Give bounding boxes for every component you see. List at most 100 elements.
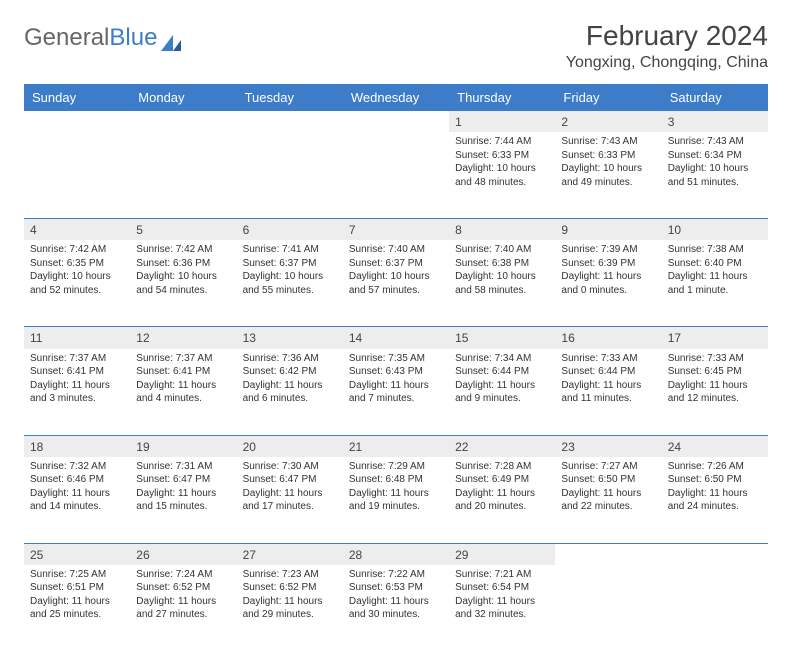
daylight-text: Daylight: 11 hours and 4 minutes. [136, 379, 230, 406]
weekday-header: Sunday [24, 84, 130, 111]
sunrise-text: Sunrise: 7:42 AM [30, 243, 124, 257]
daylight-text: Daylight: 11 hours and 32 minutes. [455, 595, 549, 622]
sunrise-text: Sunrise: 7:44 AM [455, 135, 549, 149]
calendar-table: Sunday Monday Tuesday Wednesday Thursday… [24, 84, 768, 651]
sunrise-text: Sunrise: 7:42 AM [136, 243, 230, 257]
day-cell: Sunrise: 7:42 AMSunset: 6:35 PMDaylight:… [24, 240, 130, 327]
day-number-cell: 27 [237, 543, 343, 565]
day-cell: Sunrise: 7:39 AMSunset: 6:39 PMDaylight:… [555, 240, 661, 327]
day-number-cell: 2 [555, 111, 661, 132]
sunrise-text: Sunrise: 7:43 AM [561, 135, 655, 149]
daylight-text: Daylight: 11 hours and 3 minutes. [30, 379, 124, 406]
sunrise-text: Sunrise: 7:43 AM [668, 135, 762, 149]
day-number-cell: 1 [449, 111, 555, 132]
day-number-cell: 26 [130, 543, 236, 565]
day-number-row: 11121314151617 [24, 327, 768, 349]
day-number-cell: 17 [662, 327, 768, 349]
weekday-header: Wednesday [343, 84, 449, 111]
sunrise-text: Sunrise: 7:30 AM [243, 460, 337, 474]
sunrise-text: Sunrise: 7:24 AM [136, 568, 230, 582]
sunset-text: Sunset: 6:52 PM [243, 581, 337, 595]
day-number-cell: 20 [237, 435, 343, 457]
day-number-cell: 9 [555, 219, 661, 241]
day-cell [555, 565, 661, 651]
day-number-cell: 22 [449, 435, 555, 457]
day-number-cell: 18 [24, 435, 130, 457]
sunset-text: Sunset: 6:33 PM [561, 149, 655, 163]
day-number-cell: 25 [24, 543, 130, 565]
day-number-cell: 21 [343, 435, 449, 457]
day-cell: Sunrise: 7:28 AMSunset: 6:49 PMDaylight:… [449, 457, 555, 544]
day-number-cell: 23 [555, 435, 661, 457]
sunset-text: Sunset: 6:35 PM [30, 257, 124, 271]
day-cell [662, 565, 768, 651]
sunset-text: Sunset: 6:41 PM [30, 365, 124, 379]
sunrise-text: Sunrise: 7:29 AM [349, 460, 443, 474]
logo: GeneralBlue [24, 20, 181, 52]
sunset-text: Sunset: 6:48 PM [349, 473, 443, 487]
day-cell: Sunrise: 7:40 AMSunset: 6:38 PMDaylight:… [449, 240, 555, 327]
day-cell: Sunrise: 7:30 AMSunset: 6:47 PMDaylight:… [237, 457, 343, 544]
sunset-text: Sunset: 6:37 PM [243, 257, 337, 271]
day-number-cell: 16 [555, 327, 661, 349]
sunset-text: Sunset: 6:41 PM [136, 365, 230, 379]
day-body-row: Sunrise: 7:42 AMSunset: 6:35 PMDaylight:… [24, 240, 768, 327]
day-number-cell: 3 [662, 111, 768, 132]
sunset-text: Sunset: 6:43 PM [349, 365, 443, 379]
day-number-cell: 24 [662, 435, 768, 457]
sunrise-text: Sunrise: 7:39 AM [561, 243, 655, 257]
sunrise-text: Sunrise: 7:23 AM [243, 568, 337, 582]
day-number-cell: 19 [130, 435, 236, 457]
header: GeneralBlue February 2024 Yongxing, Chon… [24, 20, 768, 72]
day-number-cell: 4 [24, 219, 130, 241]
day-body-row: Sunrise: 7:32 AMSunset: 6:46 PMDaylight:… [24, 457, 768, 544]
day-number-cell: 5 [130, 219, 236, 241]
day-cell: Sunrise: 7:35 AMSunset: 6:43 PMDaylight:… [343, 349, 449, 436]
day-number-cell: 11 [24, 327, 130, 349]
sunset-text: Sunset: 6:38 PM [455, 257, 549, 271]
day-cell: Sunrise: 7:25 AMSunset: 6:51 PMDaylight:… [24, 565, 130, 651]
day-cell: Sunrise: 7:41 AMSunset: 6:37 PMDaylight:… [237, 240, 343, 327]
day-cell: Sunrise: 7:33 AMSunset: 6:44 PMDaylight:… [555, 349, 661, 436]
sunset-text: Sunset: 6:39 PM [561, 257, 655, 271]
day-cell: Sunrise: 7:24 AMSunset: 6:52 PMDaylight:… [130, 565, 236, 651]
day-cell: Sunrise: 7:32 AMSunset: 6:46 PMDaylight:… [24, 457, 130, 544]
sunrise-text: Sunrise: 7:25 AM [30, 568, 124, 582]
day-cell: Sunrise: 7:23 AMSunset: 6:52 PMDaylight:… [237, 565, 343, 651]
day-cell: Sunrise: 7:22 AMSunset: 6:53 PMDaylight:… [343, 565, 449, 651]
day-number-cell [130, 111, 236, 132]
sunset-text: Sunset: 6:34 PM [668, 149, 762, 163]
day-number-cell: 10 [662, 219, 768, 241]
sunset-text: Sunset: 6:50 PM [561, 473, 655, 487]
daylight-text: Daylight: 11 hours and 27 minutes. [136, 595, 230, 622]
sunrise-text: Sunrise: 7:35 AM [349, 352, 443, 366]
daylight-text: Daylight: 10 hours and 52 minutes. [30, 270, 124, 297]
sunset-text: Sunset: 6:36 PM [136, 257, 230, 271]
sunrise-text: Sunrise: 7:41 AM [243, 243, 337, 257]
day-cell: Sunrise: 7:29 AMSunset: 6:48 PMDaylight:… [343, 457, 449, 544]
day-cell: Sunrise: 7:42 AMSunset: 6:36 PMDaylight:… [130, 240, 236, 327]
sunrise-text: Sunrise: 7:33 AM [561, 352, 655, 366]
day-body-row: Sunrise: 7:37 AMSunset: 6:41 PMDaylight:… [24, 349, 768, 436]
weekday-header: Tuesday [237, 84, 343, 111]
daylight-text: Daylight: 11 hours and 22 minutes. [561, 487, 655, 514]
day-number-cell: 15 [449, 327, 555, 349]
sunset-text: Sunset: 6:53 PM [349, 581, 443, 595]
sunset-text: Sunset: 6:42 PM [243, 365, 337, 379]
day-number-cell: 13 [237, 327, 343, 349]
weekday-header: Thursday [449, 84, 555, 111]
weekday-header: Monday [130, 84, 236, 111]
daylight-text: Daylight: 11 hours and 11 minutes. [561, 379, 655, 406]
day-number-row: 123 [24, 111, 768, 132]
sunset-text: Sunset: 6:37 PM [349, 257, 443, 271]
day-cell: Sunrise: 7:31 AMSunset: 6:47 PMDaylight:… [130, 457, 236, 544]
weekday-header-row: Sunday Monday Tuesday Wednesday Thursday… [24, 84, 768, 111]
sunrise-text: Sunrise: 7:37 AM [30, 352, 124, 366]
page-title: February 2024 [566, 20, 768, 52]
logo-text-1: General [24, 24, 109, 52]
day-cell: Sunrise: 7:33 AMSunset: 6:45 PMDaylight:… [662, 349, 768, 436]
sunrise-text: Sunrise: 7:37 AM [136, 352, 230, 366]
day-number-cell: 7 [343, 219, 449, 241]
weekday-header: Saturday [662, 84, 768, 111]
day-cell: Sunrise: 7:36 AMSunset: 6:42 PMDaylight:… [237, 349, 343, 436]
